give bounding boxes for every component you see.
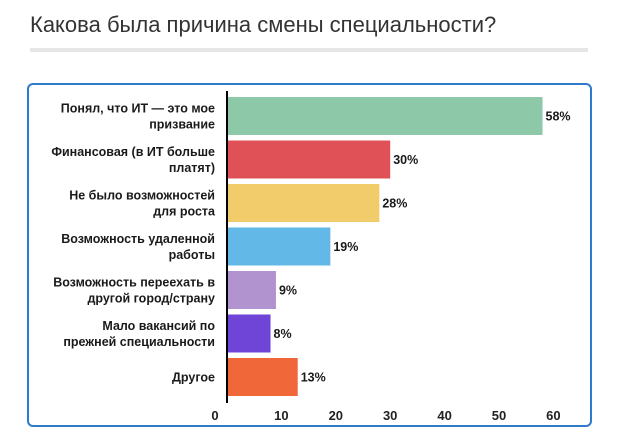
category-label: Мало вакансий по <box>102 319 215 333</box>
category-label: Другое <box>172 371 215 385</box>
bar <box>227 184 380 222</box>
bar <box>227 97 543 135</box>
data-label: 8% <box>274 327 292 341</box>
category-label: для роста <box>153 205 216 219</box>
category-label: другой город/страну <box>87 292 215 306</box>
category-label: Не было возможностей <box>69 189 215 203</box>
x-tick-label: 0 <box>211 408 218 423</box>
category-label: Финансовая (в ИТ больше <box>51 145 215 159</box>
data-label: 19% <box>333 240 358 254</box>
bar <box>227 358 298 396</box>
category-label: прежней специальности <box>63 335 215 349</box>
x-tick-label: 40 <box>437 408 451 423</box>
x-tick-label: 50 <box>492 408 506 423</box>
bar <box>227 227 331 266</box>
chart-frame: 58% Понял, что ИТ — это мое призвание 30% Фи… <box>27 83 592 427</box>
data-label: 58% <box>546 110 571 124</box>
question-title: Какова была причина смены специальности? <box>30 12 497 37</box>
category-label: Возможность удаленной <box>61 232 215 246</box>
x-tick-label: 10 <box>274 408 288 423</box>
data-label: 30% <box>393 153 418 167</box>
bar <box>227 314 271 353</box>
category-label: работы <box>169 248 215 262</box>
x-tick-label: 30 <box>383 408 397 423</box>
x-tick-label: 20 <box>329 408 343 423</box>
title-underline <box>30 48 588 52</box>
category-label: Возможность переехать в <box>53 276 215 290</box>
x-tick-label: 60 <box>546 408 560 423</box>
category-label: платят) <box>169 161 215 175</box>
bar-chart: 58% Понял, что ИТ — это мое призвание 30% Фи… <box>51 91 571 423</box>
data-label: 28% <box>382 197 407 211</box>
category-label: Понял, что ИТ — это мое <box>61 102 215 116</box>
data-label: 9% <box>279 284 297 298</box>
bar <box>227 271 276 309</box>
bar <box>227 140 391 179</box>
category-label: призвание <box>149 118 215 132</box>
data-label: 13% <box>301 371 326 385</box>
